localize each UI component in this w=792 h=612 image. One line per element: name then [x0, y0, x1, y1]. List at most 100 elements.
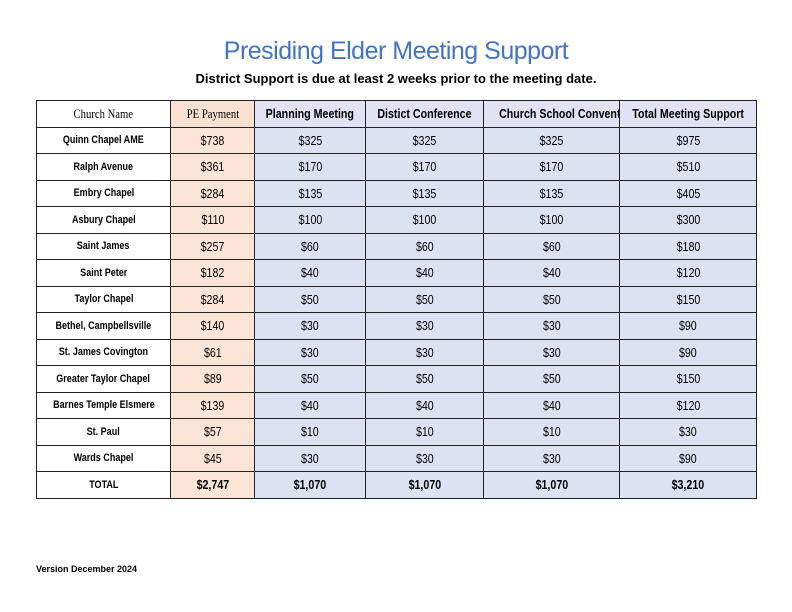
cell-text: $90: [679, 344, 697, 360]
table-row: Quinn Chapel AME $738 $325 $325 $325 $975: [36, 126, 757, 154]
cell-text: $182: [200, 265, 225, 281]
cell-text: Planning Meeting: [265, 106, 355, 122]
cell-text: Embry Chapel: [73, 187, 134, 200]
cell-text: Church School Convention: [499, 106, 620, 122]
amount: $180: [619, 232, 757, 260]
cell-text: $150: [676, 371, 700, 387]
cell-text: $50: [415, 371, 434, 387]
amount: $170: [365, 153, 484, 181]
cell-text: $140: [200, 318, 225, 334]
amount: $40: [365, 259, 484, 287]
cell-text: Saint James: [77, 240, 130, 253]
church-name: Asbury Chapel: [36, 206, 171, 234]
title: Presiding Elder Meeting Support: [223, 37, 569, 65]
cell-text: Asbury Chapel: [71, 213, 136, 226]
amount: $90: [619, 338, 757, 366]
cell-text: $10: [301, 424, 319, 440]
table-row: Wards Chapel $45 $30 $30 $30 $90: [36, 444, 757, 472]
column-header: Planning Meeting: [254, 100, 366, 128]
table-row: St. James Covington $61 $30 $30 $30 $90: [36, 338, 757, 366]
cell-text: $3,210: [671, 477, 705, 493]
cell-text: Quinn Chapel AME: [63, 134, 144, 147]
amount: $182: [170, 259, 255, 287]
cell-text: $30: [542, 450, 561, 466]
amount: $284: [170, 285, 255, 313]
amount: $120: [619, 259, 757, 287]
cell-text: St. Paul: [86, 425, 121, 438]
cell-text: St. James Covington: [58, 346, 149, 359]
cell-text: $60: [542, 238, 561, 254]
table-row: Ralph Avenue $361 $170 $170 $170 $510: [36, 153, 757, 181]
amount: $405: [619, 179, 757, 207]
church-name: Barnes Temple Elsmere: [36, 391, 171, 419]
amount: $30: [254, 312, 366, 340]
amount: $30: [254, 444, 366, 472]
amount: $738: [170, 126, 255, 154]
table-row: Bethel, Campbellsville $140 $30 $30 $30 $90: [36, 312, 757, 340]
amount: $10: [365, 418, 484, 446]
amount: $40: [483, 391, 620, 419]
amount: $57: [170, 418, 255, 446]
amount: $60: [483, 232, 620, 260]
amount: $325: [365, 126, 484, 154]
cell-text: $120: [676, 397, 700, 413]
church-name: Bethel, Campbellsville: [36, 312, 171, 340]
amount: $40: [365, 391, 484, 419]
total-amount: $1,070: [365, 471, 484, 499]
cell-text: $30: [415, 318, 434, 334]
cell-text: $50: [415, 291, 434, 307]
cell-text: $30: [301, 344, 319, 360]
table-row: Saint James $257 $60 $60 $60 $180: [36, 232, 757, 260]
table-row: Saint Peter $182 $40 $40 $40 $120: [36, 259, 757, 287]
cell-text: $40: [301, 265, 319, 281]
header-row: Church Name PE Payment Planning Meeting Dis…: [36, 100, 757, 128]
version-note: Version December 2024: [36, 564, 138, 574]
amount: $100: [254, 206, 366, 234]
amount: $257: [170, 232, 255, 260]
cell-text: $170: [298, 159, 322, 175]
column-header: Church Name: [36, 100, 171, 128]
amount: $40: [254, 259, 366, 287]
cell-text: $50: [301, 371, 319, 387]
cell-text: $325: [298, 132, 322, 148]
cell-text: Distict Conference: [377, 106, 472, 122]
amount: $50: [365, 285, 484, 313]
church-name: Wards Chapel: [36, 444, 171, 472]
table-row: Barnes Temple Elsmere $139 $40 $40 $40 $120: [36, 391, 757, 419]
cell-text: $975: [676, 132, 700, 148]
amount: $50: [483, 365, 620, 393]
total-amount: $3,210: [619, 471, 757, 499]
amount: $30: [619, 418, 757, 446]
cell-text: $30: [301, 450, 319, 466]
table-row: Embry Chapel $284 $135 $135 $135 $405: [36, 179, 757, 207]
total-row: TOTAL $2,747 $1,070 $1,070 $1,070 $3,210: [36, 471, 757, 499]
cell-text: $120: [676, 265, 700, 281]
amount: $100: [483, 206, 620, 234]
cell-text: Greater Taylor Chapel: [56, 372, 151, 385]
amount: $40: [483, 259, 620, 287]
church-name: St. Paul: [36, 418, 171, 446]
church-name: Taylor Chapel: [36, 285, 171, 313]
cell-text: $110: [201, 212, 224, 228]
cell-text: $510: [676, 159, 700, 175]
amount: $100: [365, 206, 484, 234]
amount: $150: [619, 365, 757, 393]
amount: $60: [254, 232, 366, 260]
cell-text: $30: [679, 424, 697, 440]
cell-text: $139: [200, 397, 225, 413]
cell-text: $89: [203, 371, 222, 387]
amount: $89: [170, 365, 255, 393]
cell-text: $325: [539, 132, 564, 148]
cell-text: $300: [676, 212, 700, 228]
amount: $40: [254, 391, 366, 419]
cell-text: $10: [542, 424, 561, 440]
support-table: Church Name PE Payment Planning Meeting Dis…: [36, 100, 757, 499]
church-name: Embry Chapel: [36, 179, 171, 207]
cell-text: $50: [542, 291, 561, 307]
cell-text: $30: [415, 344, 434, 360]
church-name: Saint Peter: [36, 259, 171, 287]
amount: $60: [365, 232, 484, 260]
amount: $135: [365, 179, 484, 207]
cell-text: $170: [412, 159, 437, 175]
